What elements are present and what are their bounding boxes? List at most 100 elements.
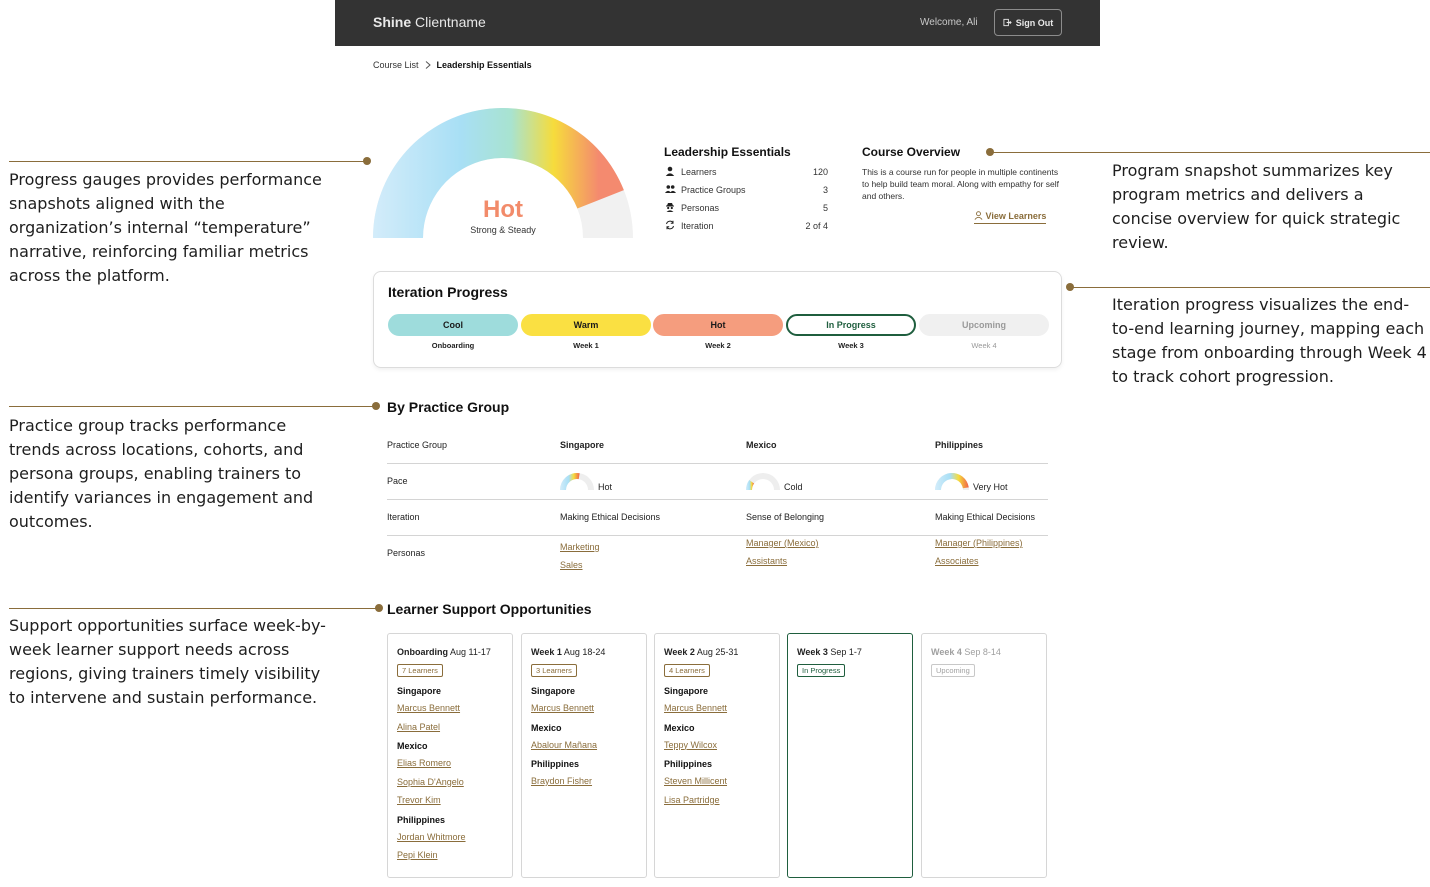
persona-link[interactable]: Assistants [746, 556, 788, 566]
learner-link[interactable]: Marcus Bennett [397, 703, 461, 713]
learner-link[interactable]: Pepi Klein [397, 850, 438, 860]
persona-link[interactable]: Sales [560, 560, 583, 570]
group-icon [664, 184, 676, 196]
learner-link[interactable]: Lisa Partridge [664, 794, 720, 805]
stage-week-label: Week 4 [971, 341, 997, 350]
stat-iteration: Iteration 2 of 4 [664, 220, 828, 232]
persona-link[interactable]: Marketing [560, 542, 600, 552]
week-dates: Sep 8-14 [964, 647, 1001, 657]
pace-label: Very Hot [973, 482, 1008, 492]
mini-gauge-track [746, 473, 780, 490]
group-name: Singapore [560, 440, 605, 450]
support-week-card: Week 3 Sep 1-7 In Progress [787, 633, 913, 878]
row-divider [387, 463, 1048, 464]
top-bar: Shine Clientname Welcome, Ali Sign Out [335, 0, 1100, 46]
pace-mini-gauge [935, 473, 969, 490]
week-name: Week 3 [797, 647, 828, 657]
sign-out-button[interactable]: Sign Out [994, 9, 1062, 36]
iteration-name: Making Ethical Decisions [935, 512, 1036, 522]
breadcrumb: Course List Leadership Essentials [373, 60, 532, 70]
pace-mini-gauge [746, 473, 780, 490]
stat-label: Iteration [681, 221, 714, 231]
mini-gauge-fill [935, 473, 969, 490]
temperature-gauge [373, 108, 633, 238]
gauge-status: Hot [483, 196, 523, 223]
iteration-progress-card: Iteration Progress Cool Onboarding Warm Wee… [373, 271, 1062, 368]
persona-icon [664, 202, 676, 214]
brand-logo[interactable]: Shine Clientname [373, 14, 486, 30]
learner-support-title: Learner Support Opportunities [387, 601, 592, 617]
learner-link[interactable]: Elias Romero [397, 758, 452, 768]
learner-link[interactable]: Braydon Fisher [531, 776, 593, 786]
learner-link[interactable]: Teppy Wilcox [664, 739, 718, 750]
annotation-gauges: Progress gauges provides performance sna… [9, 170, 322, 285]
stage-pill: Warm [521, 314, 651, 336]
client-name: Clientname [415, 14, 486, 30]
learner-link[interactable]: Marcus Bennett [664, 703, 728, 713]
persona-link[interactable]: Manager (Philippines) [935, 538, 1023, 548]
stat-value: 2 of 4 [805, 221, 828, 231]
learner-link[interactable]: Steven Millicent [664, 776, 728, 786]
chevron-right-icon [425, 61, 431, 69]
row-label: Practice Group [387, 440, 448, 450]
course-overview-title: Course Overview [862, 145, 961, 159]
week-name: Onboarding [397, 647, 448, 657]
learner-link[interactable]: Abalour Mañana [531, 739, 598, 750]
learner-count-badge: 7 Learners [397, 664, 443, 677]
region-label: Philippines [664, 759, 713, 769]
stage-pill: Cool [388, 314, 518, 336]
support-week-card: Onboarding Aug 11-17 7 Learners Singapore M… [387, 633, 513, 878]
region-label: Singapore [531, 686, 576, 696]
week-header: Week 1 Aug 18-24 [531, 647, 605, 657]
group-name: Mexico [746, 440, 777, 450]
region-label: Mexico [531, 722, 562, 733]
annotation-snapshot: Program snapshot summarizes key program … [1112, 161, 1401, 252]
learner-link[interactable]: Sophia D'Angelo [397, 776, 464, 787]
stage-week-label: Onboarding [431, 341, 475, 350]
stage-pill: Upcoming [919, 314, 1049, 336]
pace-label: Cold [784, 482, 803, 492]
view-learners-link[interactable]: View Learners [974, 211, 1047, 224]
row-divider [387, 499, 1048, 500]
week-header: Week 4 Sep 8-14 [931, 647, 1001, 657]
persona-link[interactable]: Associates [935, 556, 979, 566]
stat-value: 3 [822, 185, 828, 195]
week-header: Week 2 Aug 25-31 [664, 647, 738, 657]
learner-link[interactable]: Trevor Kim [397, 795, 441, 805]
week-dates: Aug 25-31 [696, 647, 739, 657]
sign-out-icon [1003, 18, 1012, 27]
region-label: Mexico [397, 741, 428, 751]
learner-link[interactable]: Alina Patel [397, 721, 441, 732]
stat-value: 120 [812, 167, 828, 177]
stage-pill: In Progress [786, 314, 916, 336]
week-dates: Aug 11-17 [450, 647, 491, 657]
region-label: Mexico [664, 722, 695, 733]
iteration-progress-title: Iteration Progress [388, 284, 508, 300]
gauge-fill [373, 108, 624, 238]
cycle-icon [664, 220, 676, 232]
learner-count-badge: Upcoming [931, 664, 975, 677]
region-label: Singapore [664, 686, 709, 696]
breadcrumb-course-list[interactable]: Course List [373, 60, 419, 70]
mini-gauge-fill [746, 480, 755, 490]
annotation-support: Support opportunities surface week-by-we… [9, 616, 326, 707]
breadcrumb-current: Leadership Essentials [436, 60, 532, 70]
persona-link[interactable]: Manager (Mexico) [746, 538, 819, 548]
stage-week-label: Week 2 [705, 341, 731, 350]
annotation-practice: Practice group tracks performance trends… [9, 416, 314, 531]
welcome-text: Welcome, Ali [920, 17, 978, 28]
learner-link[interactable]: Marcus Bennett [531, 703, 595, 713]
row-divider [387, 535, 1048, 536]
learner-link[interactable]: Jordan Whitmore [397, 831, 466, 842]
stat-label: Practice Groups [681, 185, 746, 195]
stat-personas: Personas 5 [664, 202, 828, 214]
pace-mini-gauge [560, 473, 594, 490]
support-week-card: Week 4 Sep 8-14 Upcoming [921, 633, 1047, 878]
person-outline-icon [974, 211, 983, 220]
annotation-iteration: Iteration progress visualizes the end-to… [1112, 295, 1427, 386]
region-label: Philippines [531, 759, 580, 769]
support-week-card: Week 2 Aug 25-31 4 Learners Singapore Marcu… [654, 633, 780, 878]
week-name: Week 1 [531, 647, 562, 657]
row-label: Personas [387, 548, 426, 558]
week-dates: Sep 1-7 [830, 647, 862, 657]
